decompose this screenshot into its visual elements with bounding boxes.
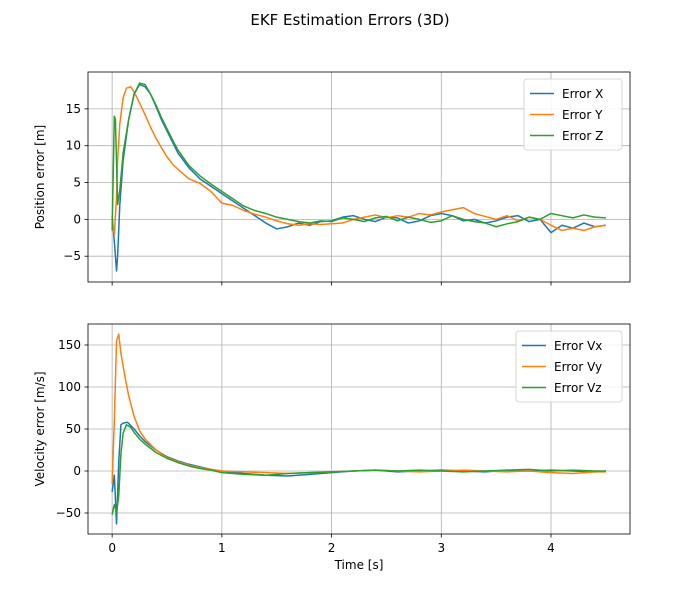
legend-box-vel [515,330,623,403]
series-line-pos-0 [111,83,606,272]
xtick-label-vel-3: 3 [437,541,445,555]
ytick-label-pos-2: 5 [73,176,81,190]
ytick-label-pos-3: 10 [66,139,81,153]
ytick-label-vel-3: 100 [58,380,81,394]
ylabel-pos: Position error [m] [33,125,47,229]
xtick-label-vel-4: 4 [547,541,555,555]
legend-label-pos-2: Error Z [562,129,603,143]
legend-pos: Error X Error Y Error Z [523,78,623,151]
series-group-pos [111,82,606,272]
legend-label-pos-0: Error X [562,87,603,101]
position-error-panel: −5 0 5 10 15 Position error [m] Error X Error Y… [33,71,631,286]
legend-label-vel-0: Error Vx [554,339,602,353]
xtick-label-vel-0: 0 [108,541,116,555]
legend-label-vel-2: Error Vz [554,381,602,395]
legend-label-vel-1: Error Vy [554,360,602,374]
ytick-label-vel-4: 150 [58,338,81,352]
series-line-vel-2 [111,424,606,515]
xlabel-vel: Time [s] [334,558,384,572]
ytick-label-pos-1: 0 [73,212,81,226]
series-line-pos-2 [111,82,606,231]
velocity-error-panel: 0 1 2 3 4 −50 0 50 100 150 Velocity error [m/s] Tim… [33,323,631,572]
series-group-vel [111,333,606,525]
axes-frame-pos [87,71,631,283]
ytick-label-vel-2: 50 [66,422,81,436]
legend-box-pos [523,78,623,151]
legend-vel: Error Vx Error Vy Error Vz [515,330,623,403]
ytick-label-vel-0: −50 [56,506,81,520]
ylabel-vel: Velocity error [m/s] [33,371,47,486]
ytick-label-vel-1: 0 [73,464,81,478]
figure-title: EKF Estimation Errors (3D) [250,11,449,29]
ytick-label-pos-4: 15 [66,102,81,116]
series-line-pos-1 [111,85,606,235]
ytick-label-pos-0: −5 [63,249,81,263]
legend-label-pos-1: Error Y [562,108,603,122]
xtick-label-vel-2: 2 [328,541,336,555]
xtick-label-vel-1: 1 [218,541,226,555]
